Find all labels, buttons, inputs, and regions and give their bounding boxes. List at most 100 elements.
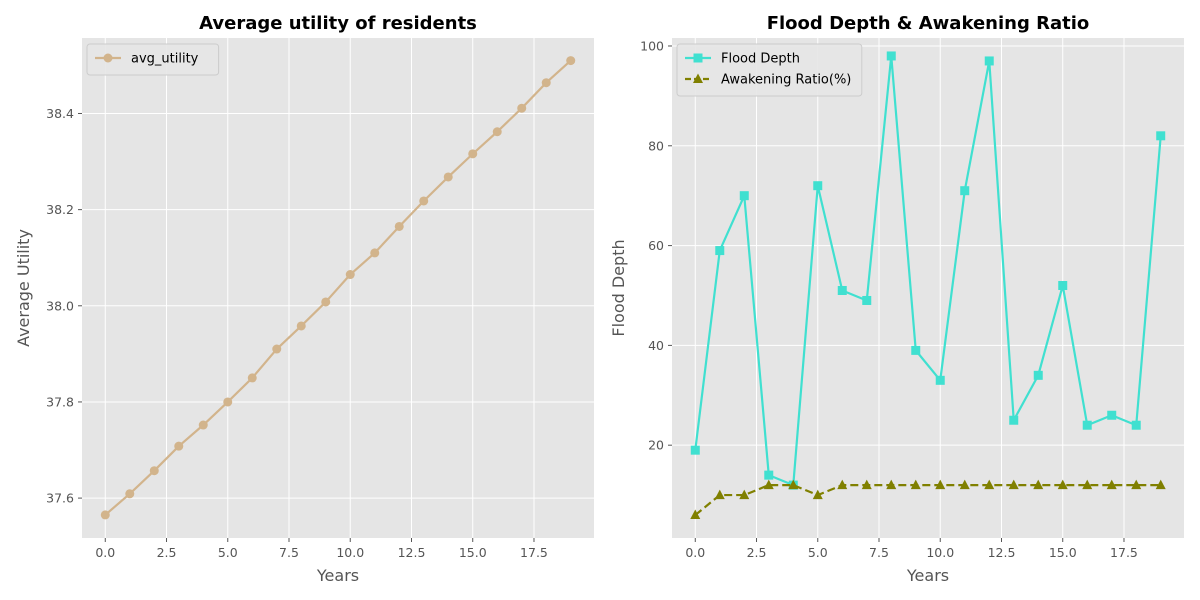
flood-plot-area <box>672 38 1184 538</box>
x-tick-label: 17.5 <box>520 545 548 560</box>
data-point <box>492 127 502 137</box>
data-point <box>935 479 946 490</box>
data-point <box>419 196 429 206</box>
flood-legend: Flood Depth Awakening Ratio(%) <box>676 43 863 97</box>
utility-legend: avg_utility <box>86 43 220 76</box>
data-point <box>1033 370 1043 380</box>
utility-x-axis-label: Years <box>316 566 359 585</box>
data-point <box>1082 420 1092 430</box>
legend-box <box>676 43 863 97</box>
data-point <box>837 479 848 490</box>
data-point <box>1057 479 1068 490</box>
y-tick-label: 38.4 <box>46 106 74 121</box>
data-point <box>764 470 774 480</box>
data-point <box>1008 479 1019 490</box>
legend-box <box>86 43 220 76</box>
series-line <box>104 59 572 516</box>
data-point <box>690 509 701 520</box>
data-point <box>247 373 257 383</box>
y-tick-label: 100 <box>640 38 664 53</box>
data-point <box>149 466 159 476</box>
utility-y-axis-label: Average Utility <box>14 229 33 347</box>
x-tick-label: 10.0 <box>336 545 364 560</box>
data-point <box>690 445 700 455</box>
data-point <box>566 56 576 66</box>
x-tick-label: 5.0 <box>218 545 238 560</box>
y-tick-label: 60 <box>648 238 664 253</box>
data-point <box>862 295 872 305</box>
x-tick-label: 12.5 <box>988 545 1016 560</box>
x-tick-label: 0.0 <box>95 545 115 560</box>
flood-series <box>690 51 1166 520</box>
data-point <box>345 270 355 280</box>
data-point <box>739 489 750 500</box>
x-tick-label: 0.0 <box>685 545 705 560</box>
data-point <box>911 345 921 355</box>
data-point <box>1082 479 1093 490</box>
x-tick-label: 7.5 <box>279 545 299 560</box>
utility-x-ticks: 0.0 2.5 5.0 7.5 10.0 12.5 15.0 17.5 <box>95 538 548 560</box>
flood-y-axis-label: Flood Depth <box>609 239 628 336</box>
data-point <box>443 172 453 182</box>
flood-grid <box>672 38 1184 538</box>
data-point <box>960 186 970 196</box>
data-point <box>198 420 208 430</box>
data-point <box>1155 479 1166 490</box>
data-point <box>1131 479 1142 490</box>
data-point <box>272 344 282 354</box>
data-point <box>984 479 995 490</box>
y-tick-label: 38.2 <box>46 202 74 217</box>
data-point <box>468 149 478 159</box>
data-point <box>1009 415 1019 425</box>
flood-x-axis-label: Years <box>906 566 949 585</box>
y-tick-label: 37.6 <box>46 491 74 506</box>
x-tick-label: 2.5 <box>747 545 767 560</box>
utility-series <box>100 56 576 520</box>
utility-grid <box>82 38 594 538</box>
data-point <box>321 297 331 307</box>
data-point <box>763 479 774 490</box>
data-point <box>935 375 945 385</box>
data-point <box>1131 420 1141 430</box>
legend-label: avg_utility <box>131 52 199 67</box>
data-point <box>886 51 896 61</box>
data-point <box>812 489 823 500</box>
x-tick-label: 17.5 <box>1110 545 1138 560</box>
legend-marker <box>103 53 113 63</box>
data-point <box>296 321 306 331</box>
y-tick-label: 20 <box>648 438 664 453</box>
legend-marker <box>693 53 703 63</box>
data-point <box>223 397 233 407</box>
x-tick-label: 15.0 <box>1049 545 1077 560</box>
data-point <box>125 489 135 499</box>
data-point <box>1058 281 1068 291</box>
utility-y-ticks: 37.6 37.8 38.0 38.2 38.4 <box>46 106 82 506</box>
data-point <box>886 479 897 490</box>
data-point <box>715 246 725 256</box>
x-tick-label: 10.0 <box>926 545 954 560</box>
y-tick-label: 80 <box>648 138 664 153</box>
legend-marker <box>693 73 703 83</box>
data-point <box>1107 410 1117 420</box>
x-tick-label: 2.5 <box>157 545 177 560</box>
flood-y-ticks: 20 40 60 80 100 <box>640 38 672 453</box>
data-point <box>541 78 551 88</box>
flood-chart: 0.0 2.5 5.0 7.5 10.0 12.5 15.0 17.5 20 40 60 80 100… <box>609 13 1184 585</box>
data-point <box>910 479 921 490</box>
legend-label: Awakening Ratio(%) <box>721 73 851 88</box>
data-point <box>517 103 527 113</box>
flood-chart-title: Flood Depth & Awakening Ratio <box>767 13 1090 34</box>
data-point <box>837 285 847 295</box>
utility-chart-title: Average utility of residents <box>199 13 477 34</box>
data-point <box>714 489 725 500</box>
x-tick-label: 7.5 <box>869 545 889 560</box>
y-tick-label: 38.0 <box>46 298 74 313</box>
data-point <box>959 479 970 490</box>
data-point <box>394 221 404 231</box>
x-tick-label: 12.5 <box>398 545 426 560</box>
data-point <box>788 479 799 490</box>
data-point <box>739 191 749 201</box>
data-point <box>100 510 110 520</box>
data-point <box>1106 479 1117 490</box>
